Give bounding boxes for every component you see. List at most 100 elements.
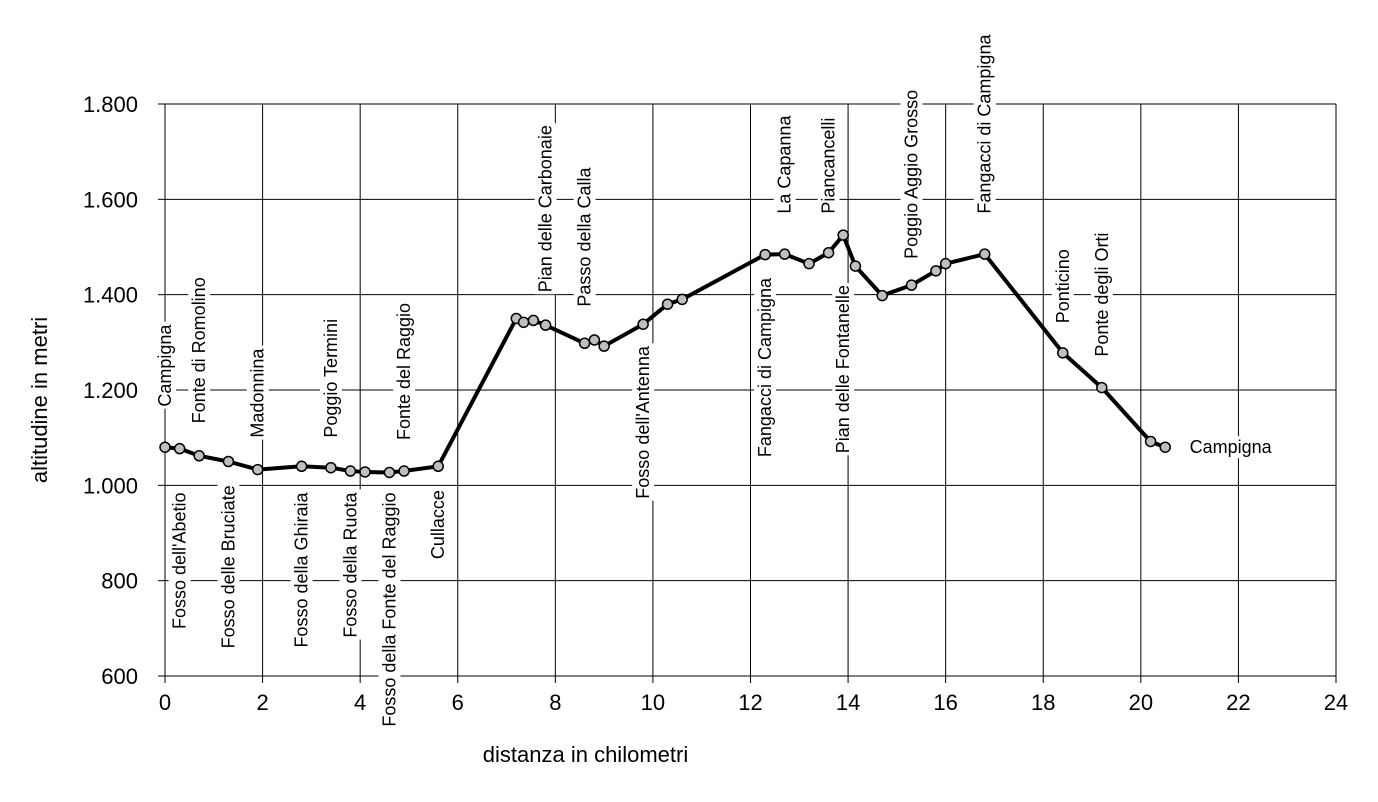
- place-label-background: [773, 112, 796, 216]
- data-point: [222, 455, 235, 468]
- data-point: [778, 248, 791, 260]
- data-point: [159, 441, 171, 453]
- data-point: [398, 465, 410, 477]
- data-point: [905, 279, 918, 291]
- data-point: [325, 461, 337, 474]
- place-label-background: [290, 489, 313, 650]
- x-tick-label: 12: [738, 690, 762, 715]
- data-point: [251, 463, 264, 476]
- x-tick-label: 8: [549, 690, 561, 715]
- place-label: Ponte degli Orti: [1092, 233, 1112, 357]
- place-label: Madonnina: [248, 348, 268, 438]
- place-label-background: [188, 275, 211, 426]
- data-point: [173, 442, 186, 455]
- y-tick-label: 600: [101, 664, 138, 689]
- data-point: [759, 248, 771, 261]
- place-label-background: [319, 316, 342, 440]
- data-point: [837, 229, 849, 241]
- place-label: La Capanna: [775, 115, 795, 214]
- y-axis-title: altitudine in metri: [27, 317, 52, 483]
- place-label-background: [900, 87, 923, 261]
- x-tick-label: 20: [1129, 690, 1153, 715]
- place-label-background: [339, 489, 362, 640]
- place-label-background: [632, 343, 655, 501]
- data-point: [598, 340, 610, 352]
- place-label: Fonte di Romolino: [189, 277, 209, 423]
- data-point: [295, 460, 308, 473]
- place-label: Passo della Calla: [575, 167, 595, 307]
- data-point: [1159, 441, 1171, 453]
- x-tick-label: 18: [1031, 690, 1055, 715]
- place-label-background: [427, 488, 450, 562]
- data-point: [588, 334, 601, 346]
- place-label: Fosso dell'Antenna: [633, 345, 653, 499]
- x-tick-label: 24: [1324, 690, 1348, 715]
- data-point: [930, 265, 942, 277]
- data-point: [578, 337, 591, 350]
- data-point: [978, 248, 991, 260]
- place-label-background: [573, 164, 596, 309]
- data-point: [1144, 435, 1157, 448]
- x-axis-title: distanza in chilometri: [483, 742, 688, 767]
- x-tick-label: 0: [159, 690, 171, 715]
- place-label: Pian delle Fontanelle: [833, 285, 853, 453]
- place-label-background: [154, 321, 176, 409]
- data-point: [527, 314, 540, 327]
- place-label-background: [393, 300, 416, 443]
- data-point: [661, 298, 674, 310]
- x-tick-label: 10: [641, 690, 665, 715]
- place-label-background: [1051, 247, 1074, 326]
- place-label: Campigna: [155, 324, 175, 407]
- altitude-data-points: [159, 229, 1171, 479]
- y-tick-label: 1.600: [83, 187, 138, 212]
- data-point: [849, 260, 862, 272]
- data-point: [1096, 381, 1108, 394]
- x-tick-label: 22: [1226, 690, 1250, 715]
- place-label-background: [378, 490, 401, 729]
- place-label: Ponticino: [1053, 249, 1073, 323]
- place-label: Campigna: [1190, 437, 1273, 457]
- data-point: [539, 319, 552, 331]
- x-tick-label: 14: [836, 690, 860, 715]
- data-point: [344, 465, 357, 477]
- data-point: [876, 289, 888, 302]
- data-point: [939, 257, 952, 270]
- place-label-background: [534, 123, 557, 295]
- place-label: Poggio Termini: [321, 319, 341, 438]
- place-label: Fosso delle Bruciate: [218, 485, 238, 648]
- place-label-background: [973, 31, 996, 216]
- place-label: Pian delle Carbonaie: [536, 125, 556, 292]
- x-tick-label: 16: [933, 690, 957, 715]
- place-annotations: Campigna Fonte di Romolino Madonnina Poggio…: [154, 31, 1275, 729]
- y-tick-label: 1.000: [83, 473, 138, 498]
- place-label: Piancancelli: [819, 118, 839, 214]
- place-label: Fosso della Ghiraia: [292, 491, 312, 647]
- place-label: Fangacci di Campigna: [755, 277, 775, 457]
- place-label-background: [1187, 436, 1275, 459]
- data-point: [432, 460, 444, 473]
- y-tick-label: 1.400: [83, 283, 138, 308]
- data-point: [193, 450, 205, 462]
- place-label-background: [754, 275, 777, 460]
- data-point: [383, 466, 396, 479]
- place-label-background: [168, 490, 191, 631]
- x-axis-tick-labels: 0 2 4 6 8 10 12 14 16 18 20 22 24: [159, 690, 1348, 715]
- x-tick-label: 4: [354, 690, 366, 715]
- place-label-background: [817, 115, 840, 216]
- y-tick-label: 800: [101, 569, 138, 594]
- data-point: [1057, 347, 1069, 359]
- place-label: Fangacci di Campigna: [975, 34, 995, 214]
- place-label: Fosso della Fonte del Raggio: [379, 492, 399, 726]
- place-label: Poggio Aggio Grosso: [902, 90, 922, 259]
- place-label: Fosso dell'Abetio: [170, 492, 190, 629]
- place-label-background: [246, 345, 269, 440]
- data-point: [822, 246, 835, 259]
- data-point: [637, 318, 649, 330]
- y-tick-label: 1.200: [83, 378, 138, 403]
- data-point: [676, 293, 688, 306]
- data-point: [803, 257, 815, 270]
- place-label-background: [217, 483, 240, 651]
- place-label-background: [1090, 230, 1113, 359]
- x-tick-label: 2: [256, 690, 268, 715]
- x-tick-label: 6: [452, 690, 464, 715]
